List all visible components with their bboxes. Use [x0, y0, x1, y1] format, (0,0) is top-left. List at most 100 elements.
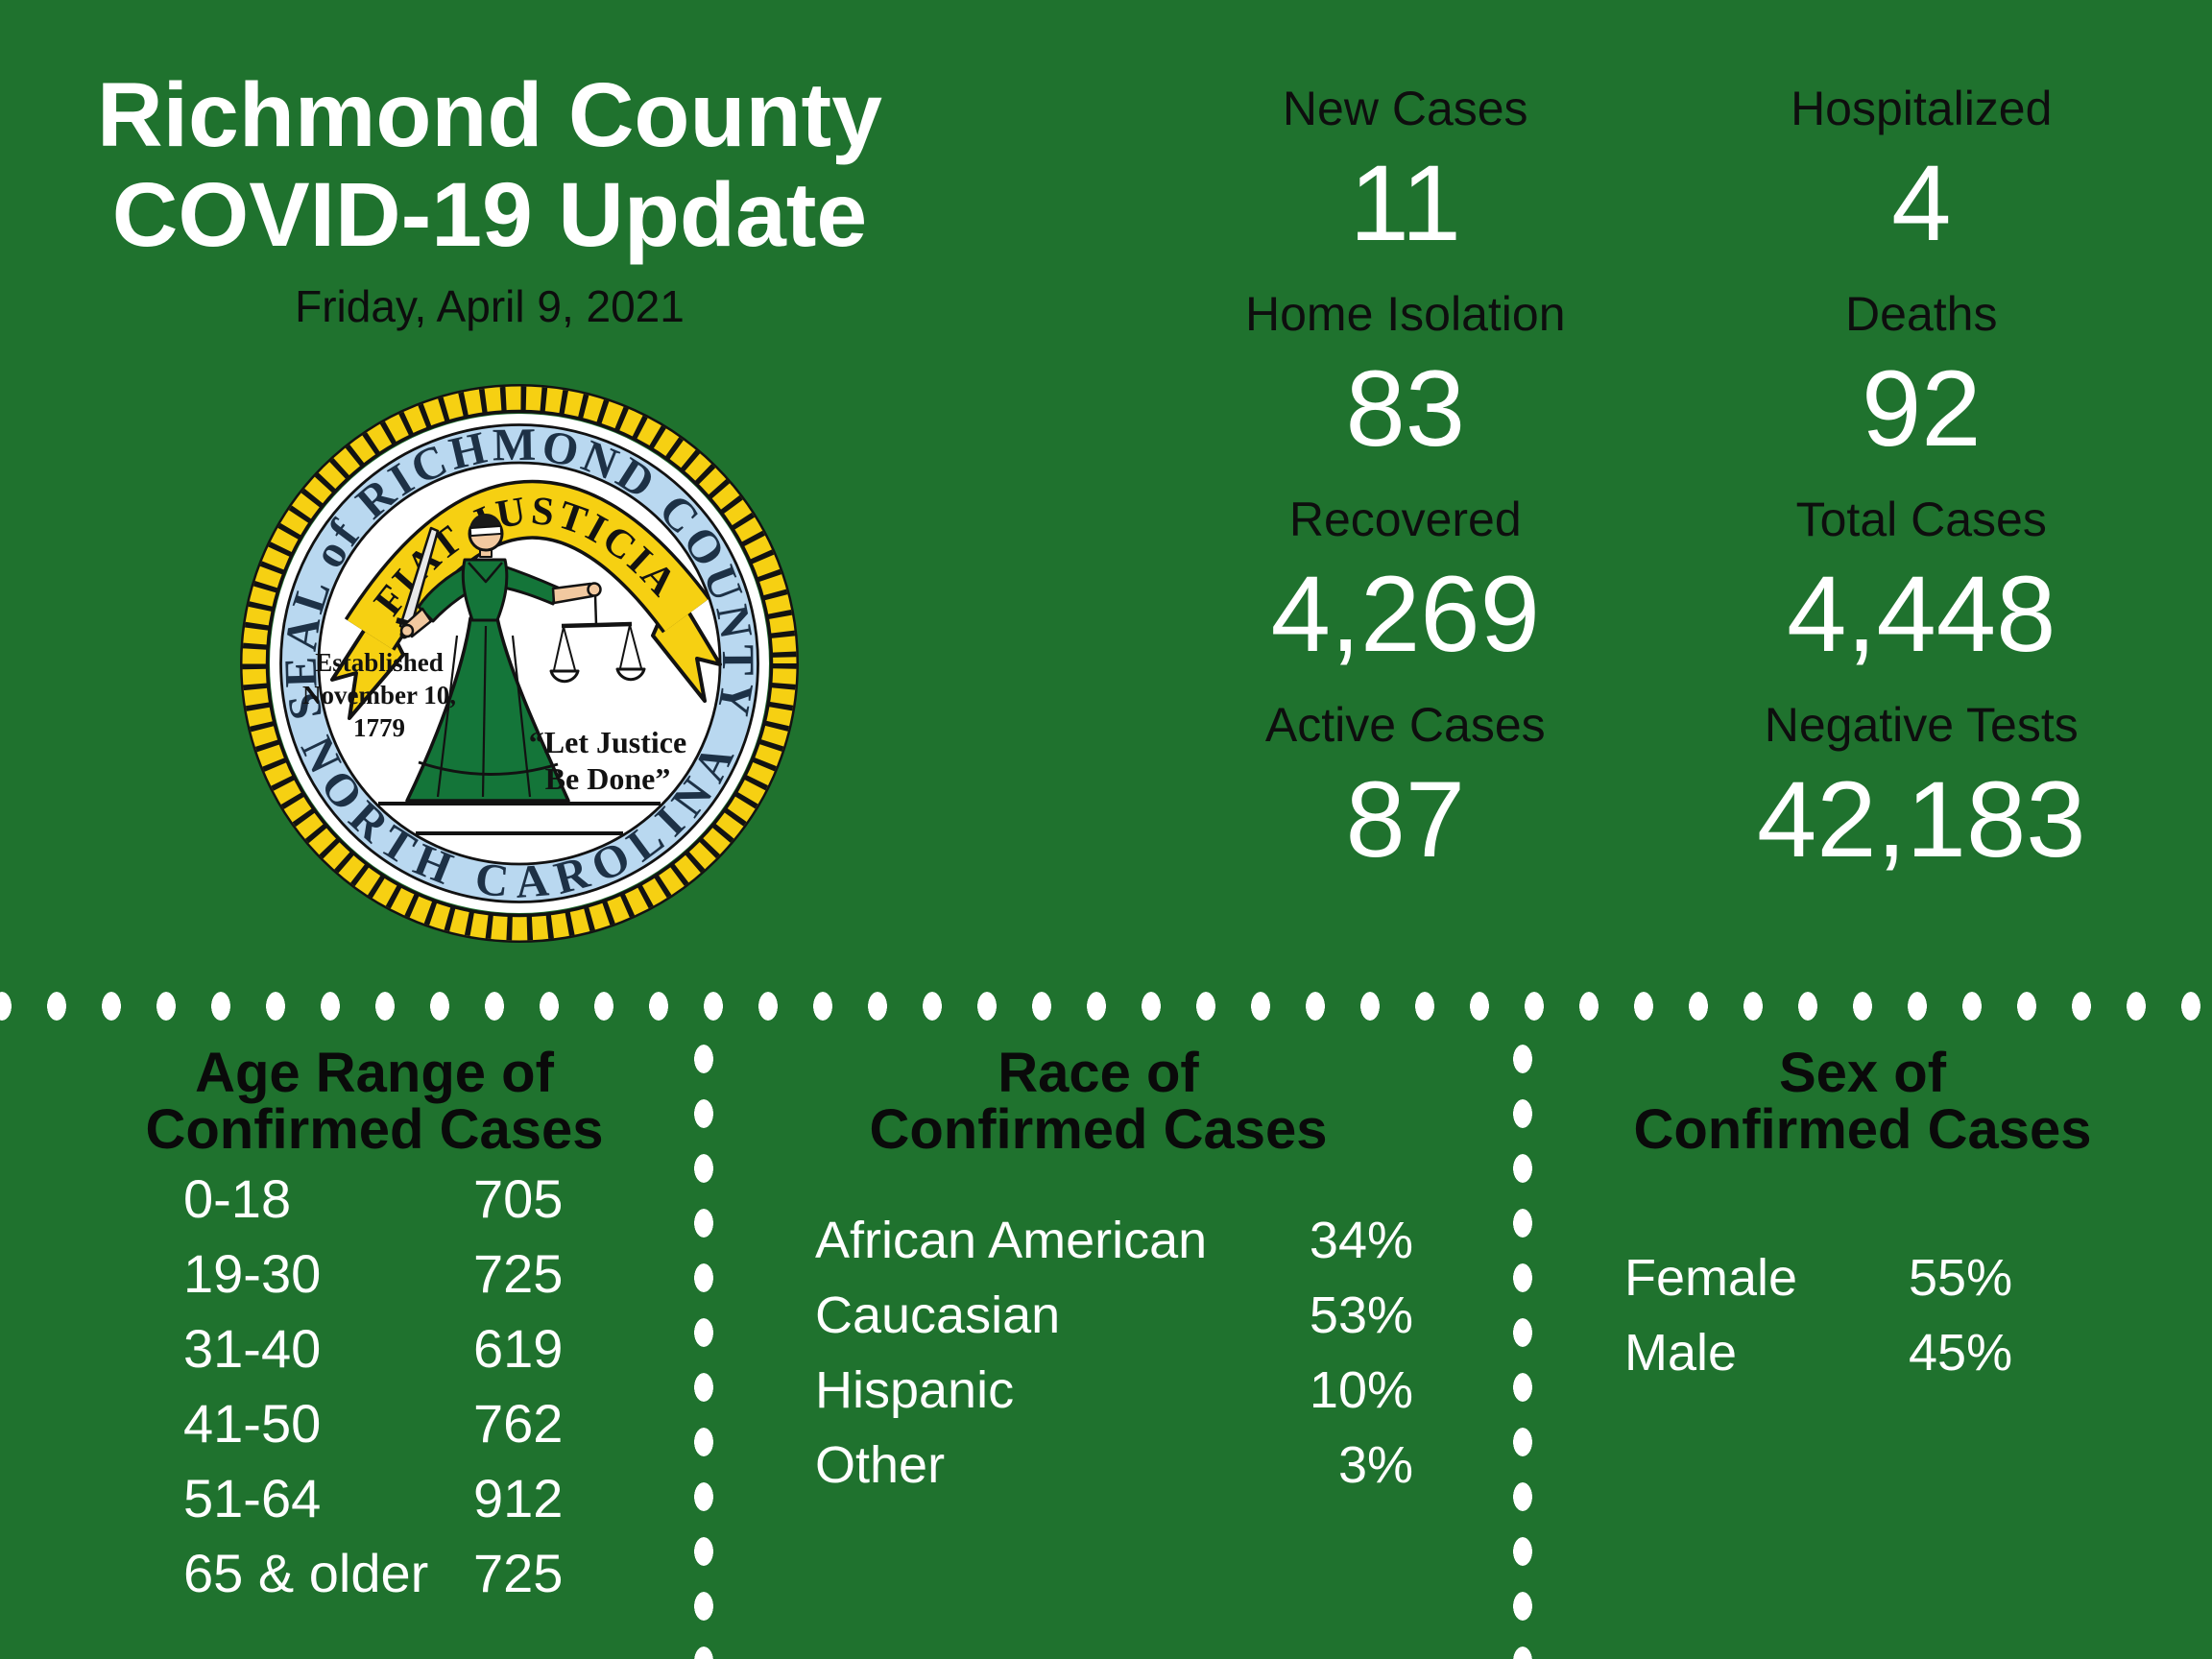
table-row: 41-50 762: [183, 1385, 606, 1460]
age-range-label: 19-30: [183, 1242, 322, 1304]
county-seal: SEAL of RICHMOND COUNTY NORTH CAROLINA F…: [240, 384, 799, 943]
stat-label: New Cases: [1282, 82, 1528, 135]
seal-blue-band: [281, 425, 757, 902]
seal-outer-edge: [240, 384, 799, 943]
stat-label: Hospitalized: [1791, 82, 2053, 135]
horizontal-dotted-divider: [0, 987, 2212, 1025]
skirt-fold-2: [481, 625, 488, 798]
age-range-value: 762: [473, 1392, 564, 1454]
race-header-line2: Confirmed Cases: [869, 1098, 1328, 1161]
age-range-value: 619: [473, 1317, 564, 1379]
stat-value: 4: [1891, 143, 1952, 263]
race-label: Hispanic: [815, 1361, 1015, 1419]
skirt-tier-line: [418, 760, 559, 777]
motto-line1: “Let Justice: [529, 725, 686, 759]
dress-skirt: [405, 616, 570, 803]
sex-header-line2: Confirmed Cases: [1633, 1098, 2092, 1161]
scales-pan-left: [549, 669, 580, 684]
stat-hospitalized: Hospitalized 4: [1664, 56, 2180, 263]
header-block: Richmond County COVID-19 Update Friday, …: [58, 65, 922, 334]
established-line3: 1779: [353, 713, 405, 742]
stat-label: Total Cases: [1795, 493, 2047, 546]
sex-label: Male: [1624, 1324, 1738, 1382]
stat-label: Recovered: [1288, 493, 1522, 546]
table-row: Caucasian 53%: [815, 1278, 1413, 1353]
stat-negative-tests: Negative Tests 42,183: [1664, 672, 2180, 879]
page-title-line1: Richmond County: [97, 64, 882, 166]
sex-section-header: Sex of Confirmed Cases: [1575, 1045, 2151, 1158]
stat-label: Deaths: [1845, 287, 1998, 341]
right-hand: [399, 623, 415, 638]
scales-beam: [561, 621, 633, 629]
vertical-dotted-divider-left: [685, 1032, 723, 1659]
race-label: Caucasian: [815, 1286, 1061, 1344]
stat-value: 4,269: [1270, 554, 1540, 674]
seal-rope-inner-edge: [265, 409, 774, 918]
stat-home-isolation: Home Isolation 83: [1147, 261, 1664, 469]
table-row: 19-30 725: [183, 1236, 606, 1310]
scales-cord-1: [553, 626, 565, 671]
sex-table: Female 55% Male 45%: [1624, 1240, 2020, 1390]
age-range-value: 912: [473, 1467, 564, 1528]
stat-label: Home Isolation: [1245, 287, 1566, 341]
age-range-label: 41-50: [183, 1392, 322, 1454]
age-range-label: 51-64: [183, 1467, 322, 1528]
table-row: 31-40 619: [183, 1310, 606, 1385]
stats-grid: New Cases 11 Hospitalized 4 Home Isolati…: [1147, 56, 2180, 879]
scales-cord-4: [629, 624, 642, 669]
race-value: 34%: [1309, 1212, 1413, 1269]
stat-deaths: Deaths 92: [1664, 261, 2180, 469]
table-row: 65 & older 725: [183, 1535, 606, 1610]
stat-value: 92: [1861, 349, 1982, 469]
table-row: Male 45%: [1624, 1315, 2020, 1390]
age-range-label: 31-40: [183, 1317, 322, 1379]
stat-value: 42,183: [1756, 759, 2086, 879]
established-line1: Established: [315, 648, 444, 677]
skirt-fold-3: [511, 635, 532, 798]
blindfold: [469, 524, 503, 538]
sex-value: 55%: [1909, 1249, 2013, 1307]
dress-bodice: [461, 558, 509, 622]
race-value: 53%: [1309, 1286, 1413, 1344]
race-label: African American: [815, 1212, 1208, 1269]
collar: [468, 562, 503, 584]
skirt-fold-1: [436, 635, 459, 798]
age-table: 0-18 705 19-30 725 31-40 619 41-50 762 51-64…: [183, 1161, 606, 1610]
race-label: Other: [815, 1436, 946, 1494]
stat-value: 4,448: [1787, 554, 2056, 674]
age-range-value: 705: [473, 1167, 564, 1229]
table-row: Other 3%: [815, 1428, 1413, 1503]
stat-value: 11: [1349, 143, 1461, 263]
scales-cord-2: [563, 626, 576, 671]
stat-total-cases: Total Cases 4,448: [1664, 467, 2180, 674]
scales-pan-right: [615, 667, 646, 682]
age-range-value: 725: [473, 1542, 564, 1603]
seal-rope-twists: [242, 386, 797, 941]
stat-active-cases: Active Cases 87: [1147, 672, 1664, 879]
sex-label: Female: [1624, 1249, 1798, 1307]
race-table: African American 34% Caucasian 53% Hispani…: [815, 1203, 1413, 1503]
table-row: African American 34%: [815, 1203, 1413, 1278]
age-range-value: 725: [473, 1242, 564, 1304]
race-section-header: Race of Confirmed Cases: [768, 1045, 1429, 1158]
page-title-line2: COVID-19 Update: [111, 164, 868, 266]
table-row: 0-18 705: [183, 1161, 606, 1236]
race-value: 10%: [1309, 1361, 1413, 1419]
banner-ribbon: [347, 483, 709, 649]
left-hand: [587, 582, 602, 597]
scales-cord-3: [619, 624, 631, 669]
race-value: 3%: [1337, 1436, 1413, 1494]
stat-recovered: Recovered 4,269: [1147, 467, 1664, 674]
established-line2: November 10,: [302, 681, 456, 709]
age-range-label: 65 & older: [183, 1542, 429, 1603]
age-header-line2: Confirmed Cases: [145, 1098, 604, 1161]
stat-label: Negative Tests: [1764, 698, 2079, 752]
motto-line2: Be Done”: [545, 761, 671, 796]
age-range-label: 0-18: [183, 1167, 292, 1229]
lady-justice-figure: [396, 514, 646, 803]
table-row: Hispanic 10%: [815, 1353, 1413, 1428]
vertical-dotted-divider-right: [1503, 1032, 1542, 1659]
county-seal-icon: SEAL of RICHMOND COUNTY NORTH CAROLINA F…: [240, 384, 799, 943]
stat-new-cases: New Cases 11: [1147, 56, 1664, 263]
